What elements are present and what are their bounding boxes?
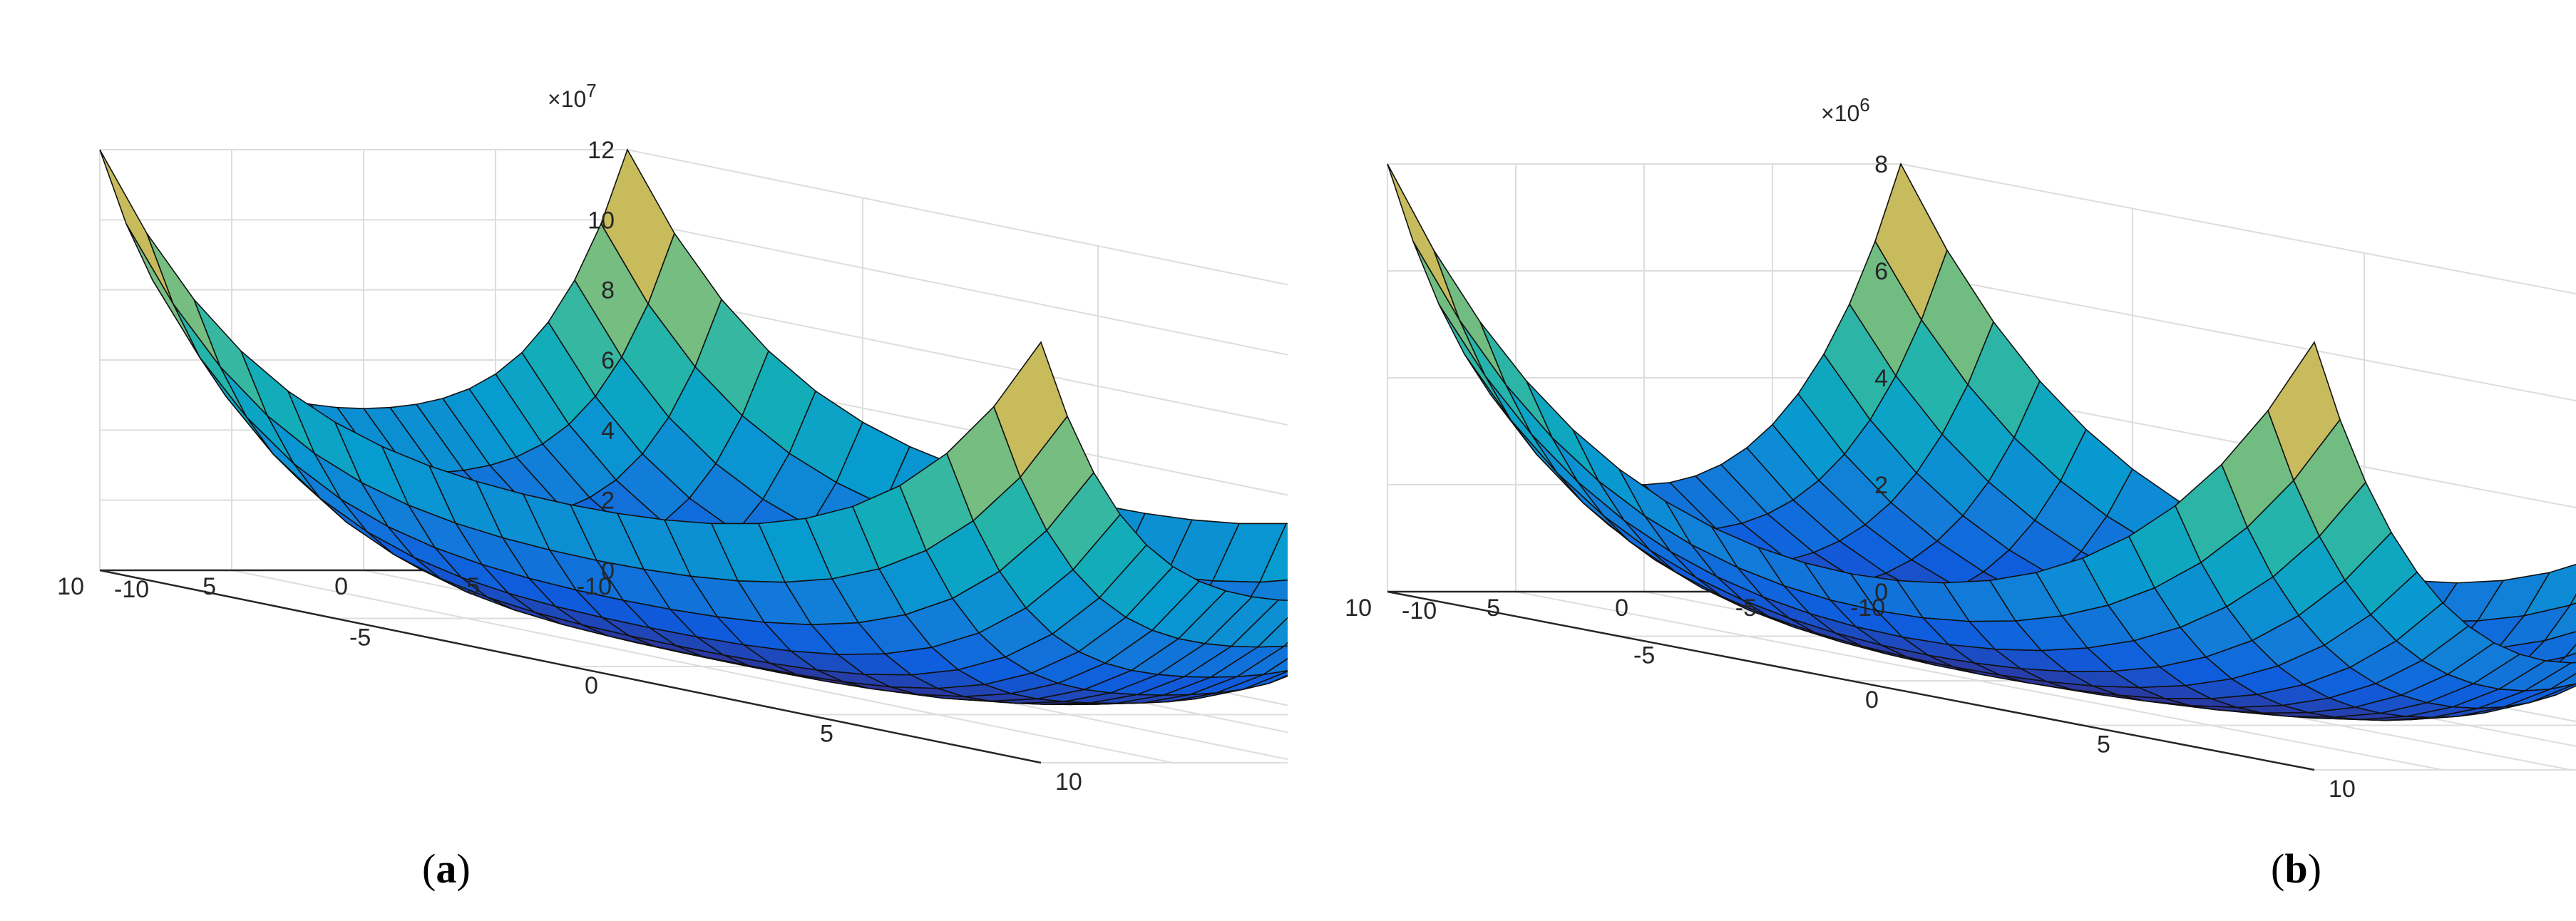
x-axis-line bbox=[99, 569, 1042, 764]
x-tick-label: 5 bbox=[820, 721, 833, 748]
caption-b-close: ) bbox=[2307, 845, 2321, 892]
z-multiplier: ×106 bbox=[1821, 94, 1870, 126]
z-tick-label: 6 bbox=[601, 347, 615, 374]
z-tick-label: 12 bbox=[587, 137, 615, 164]
z-tick-label: 4 bbox=[1874, 365, 1888, 392]
caption-a-close: ) bbox=[456, 845, 471, 892]
surface-patch bbox=[993, 341, 1068, 479]
z-tick-label: 8 bbox=[1874, 151, 1888, 178]
surface-plot-b: 0 2 4 6 8 -10 -5 0 5 10 -10 -5 0 5 10 ×106 bbox=[1288, 0, 2576, 921]
z-tick-label: 0 bbox=[1874, 579, 1888, 606]
caption-b-open: ( bbox=[2271, 845, 2285, 892]
y-tick-label: -5 bbox=[458, 573, 480, 600]
y-tick-label: 0 bbox=[1615, 595, 1628, 622]
y-tick-label: 10 bbox=[1345, 595, 1372, 622]
surface-patch bbox=[2267, 341, 2341, 482]
z-multiplier: ×107 bbox=[548, 80, 597, 112]
y-tick-label: -10 bbox=[1850, 595, 1885, 622]
y-tick-label: 0 bbox=[334, 573, 348, 600]
z-multiplier-exponent: 6 bbox=[1859, 94, 1869, 115]
surface-patch bbox=[2569, 593, 2576, 607]
y-tick-label: 10 bbox=[57, 573, 84, 600]
surface bbox=[99, 148, 1288, 706]
caption-a-open: ( bbox=[422, 845, 436, 892]
surface-patch bbox=[1258, 523, 1288, 583]
x-tick-label: -5 bbox=[349, 624, 371, 652]
x-tick-label: -5 bbox=[1633, 642, 1655, 669]
surface bbox=[1387, 162, 2576, 721]
x-tick-label: 5 bbox=[2097, 731, 2110, 758]
z-tick-label: 2 bbox=[601, 488, 615, 515]
caption-b-letter: b bbox=[2284, 845, 2308, 892]
y-tick-label: 5 bbox=[1487, 595, 1500, 622]
y-tick-label: -10 bbox=[577, 573, 612, 600]
surface-patch bbox=[99, 149, 174, 304]
surface-plot-a: 0 2 4 6 8 10 12 -10 -5 0 5 10 -10 -5 0 5 10 ×107 bbox=[57, 80, 1288, 796]
surface-patch bbox=[146, 232, 221, 368]
z-multiplier-exponent: 7 bbox=[586, 80, 596, 101]
surface-patch bbox=[1387, 163, 1460, 321]
z-tick-label: 2 bbox=[1874, 472, 1888, 499]
z-tick-label: 10 bbox=[587, 207, 615, 234]
x-tick-label: -10 bbox=[114, 576, 149, 603]
z-tick-label: 6 bbox=[1874, 258, 1888, 285]
surface-patch bbox=[1282, 642, 1288, 647]
z-tick-label: 0 bbox=[601, 557, 615, 585]
surface-patch bbox=[1412, 241, 1486, 376]
z-tick-label: 8 bbox=[601, 277, 615, 304]
x-tick-label: -10 bbox=[1402, 597, 1437, 624]
caption-b: (b) bbox=[2271, 845, 2321, 892]
y-tick-label: 5 bbox=[202, 573, 216, 600]
z-tick-label: 4 bbox=[601, 417, 615, 444]
x-tick-label: 10 bbox=[2329, 776, 2356, 803]
x-tick-label: 10 bbox=[1055, 768, 1082, 796]
caption-a: (a) bbox=[422, 845, 471, 892]
y-tick-label: -5 bbox=[1735, 595, 1757, 622]
caption-a-letter: a bbox=[436, 845, 457, 892]
x-tick-label: 0 bbox=[1865, 686, 1879, 714]
x-tick-label: 0 bbox=[585, 672, 598, 699]
x-axis-line bbox=[1387, 590, 2315, 771]
